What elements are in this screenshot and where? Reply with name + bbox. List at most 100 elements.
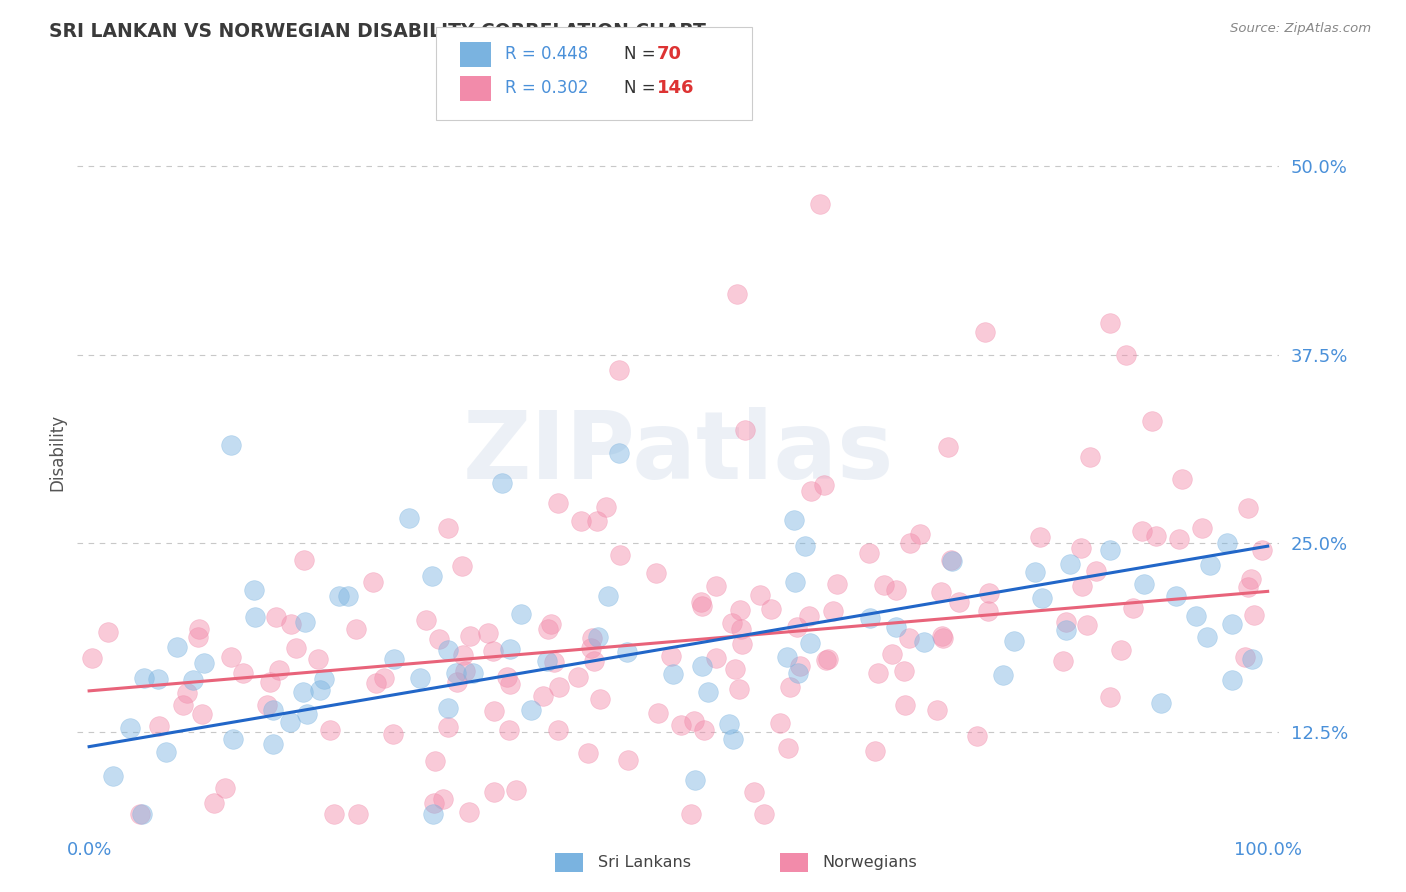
Point: [498, 723, 520, 737]
Point: [979, 585, 1001, 599]
Point: [1078, 450, 1101, 464]
Point: [683, 714, 706, 728]
Point: [1070, 541, 1092, 556]
Point: [683, 772, 706, 787]
Text: R = 0.448: R = 0.448: [505, 45, 588, 63]
Point: [155, 745, 177, 759]
Point: [1052, 654, 1074, 668]
Point: [863, 744, 886, 758]
Point: [1004, 634, 1026, 648]
Point: [1191, 521, 1213, 535]
Point: [898, 536, 921, 550]
Point: [131, 807, 153, 822]
Text: SRI LANKAN VS NORWEGIAN DISABILITY CORRELATION CHART: SRI LANKAN VS NORWEGIAN DISABILITY CORRE…: [49, 22, 706, 41]
Point: [361, 575, 384, 590]
Point: [728, 681, 751, 696]
Point: [328, 589, 350, 603]
Point: [1085, 564, 1108, 578]
Point: [451, 648, 474, 663]
Point: [1140, 414, 1163, 428]
Point: [693, 723, 716, 738]
Point: [148, 719, 170, 733]
Point: [284, 641, 307, 656]
Point: [82, 651, 104, 665]
Point: [322, 807, 344, 822]
Point: [262, 703, 284, 717]
Point: [723, 732, 745, 747]
Point: [884, 620, 907, 634]
Point: [1164, 589, 1187, 603]
Point: [661, 667, 683, 681]
Point: [814, 653, 837, 667]
Point: [1168, 532, 1191, 546]
Point: [821, 604, 844, 618]
Point: [1076, 617, 1098, 632]
Text: 146: 146: [657, 79, 695, 97]
Point: [778, 741, 800, 756]
Point: [893, 664, 915, 678]
Point: [748, 588, 770, 602]
Point: [477, 626, 499, 640]
Point: [482, 785, 505, 799]
Point: [1197, 630, 1219, 644]
Text: R = 0.302: R = 0.302: [505, 79, 588, 97]
Point: [799, 636, 821, 650]
Point: [647, 706, 669, 720]
Point: [457, 805, 479, 819]
Point: [724, 662, 747, 676]
Point: [783, 513, 806, 527]
Point: [1171, 471, 1194, 485]
Point: [617, 753, 640, 767]
Point: [267, 663, 290, 677]
Point: [779, 680, 801, 694]
Point: [609, 445, 631, 460]
Point: [1070, 579, 1092, 593]
Point: [1237, 580, 1260, 594]
Point: [1216, 536, 1239, 550]
Point: [482, 704, 505, 718]
Point: [427, 632, 450, 646]
Point: [1243, 608, 1265, 623]
Point: [398, 511, 420, 525]
Point: [948, 595, 970, 609]
Point: [884, 583, 907, 598]
Point: [461, 666, 484, 681]
Point: [97, 624, 120, 639]
Point: [1099, 690, 1122, 705]
Point: [912, 635, 935, 649]
Point: [366, 676, 388, 690]
Point: [280, 617, 302, 632]
Point: [704, 579, 727, 593]
Point: [425, 754, 447, 768]
Point: [1031, 591, 1053, 606]
Point: [569, 514, 592, 528]
Point: [731, 637, 754, 651]
Point: [866, 666, 889, 681]
Point: [319, 723, 342, 738]
Point: [939, 553, 962, 567]
Point: [704, 651, 727, 665]
Point: [925, 703, 948, 717]
Point: [808, 197, 831, 211]
Point: [659, 648, 682, 663]
Point: [222, 731, 245, 746]
Point: [437, 701, 460, 715]
Point: [567, 670, 589, 684]
Point: [245, 610, 267, 624]
Point: [1185, 609, 1208, 624]
Point: [825, 576, 848, 591]
Point: [118, 721, 141, 735]
Point: [730, 622, 752, 636]
Point: [581, 631, 603, 645]
Point: [337, 589, 360, 603]
Point: [458, 629, 481, 643]
Point: [454, 664, 477, 678]
Point: [1220, 617, 1243, 632]
Point: [799, 608, 821, 623]
Point: [817, 652, 839, 666]
Point: [616, 645, 638, 659]
Point: [759, 602, 782, 616]
Point: [202, 796, 225, 810]
Point: [813, 478, 835, 492]
Point: [446, 674, 468, 689]
